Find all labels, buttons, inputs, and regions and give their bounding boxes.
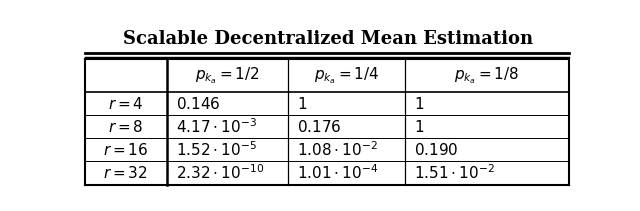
Text: $1.01 \cdot 10^{-4}$: $1.01 \cdot 10^{-4}$ (297, 164, 379, 182)
Text: $r = 8$: $r = 8$ (108, 119, 143, 135)
Text: $1$: $1$ (414, 119, 424, 135)
Text: $r = 16$: $r = 16$ (103, 142, 148, 158)
Text: $p_{k_a} = 1/2$: $p_{k_a} = 1/2$ (195, 65, 260, 86)
Text: $1$: $1$ (297, 96, 307, 111)
Text: $1.08 \cdot 10^{-2}$: $1.08 \cdot 10^{-2}$ (297, 141, 378, 159)
Text: $r = 4$: $r = 4$ (108, 96, 144, 111)
Text: $1.52 \cdot 10^{-5}$: $1.52 \cdot 10^{-5}$ (176, 141, 257, 159)
Text: $r = 32$: $r = 32$ (104, 165, 148, 181)
Text: $p_{k_a} = 1/8$: $p_{k_a} = 1/8$ (454, 65, 519, 86)
Text: $p_{k_a} = 1/4$: $p_{k_a} = 1/4$ (314, 65, 380, 86)
Text: $1$: $1$ (414, 96, 424, 111)
Text: $0.176$: $0.176$ (297, 119, 342, 135)
Text: Scalable Decentralized Mean Estimation: Scalable Decentralized Mean Estimation (123, 30, 533, 48)
Text: $2.32 \cdot 10^{-10}$: $2.32 \cdot 10^{-10}$ (176, 164, 264, 182)
Text: $1.51 \cdot 10^{-2}$: $1.51 \cdot 10^{-2}$ (414, 164, 495, 182)
Text: $4.17 \cdot 10^{-3}$: $4.17 \cdot 10^{-3}$ (176, 117, 257, 136)
Text: $0.190$: $0.190$ (414, 142, 458, 158)
Text: $0.146$: $0.146$ (176, 96, 220, 111)
